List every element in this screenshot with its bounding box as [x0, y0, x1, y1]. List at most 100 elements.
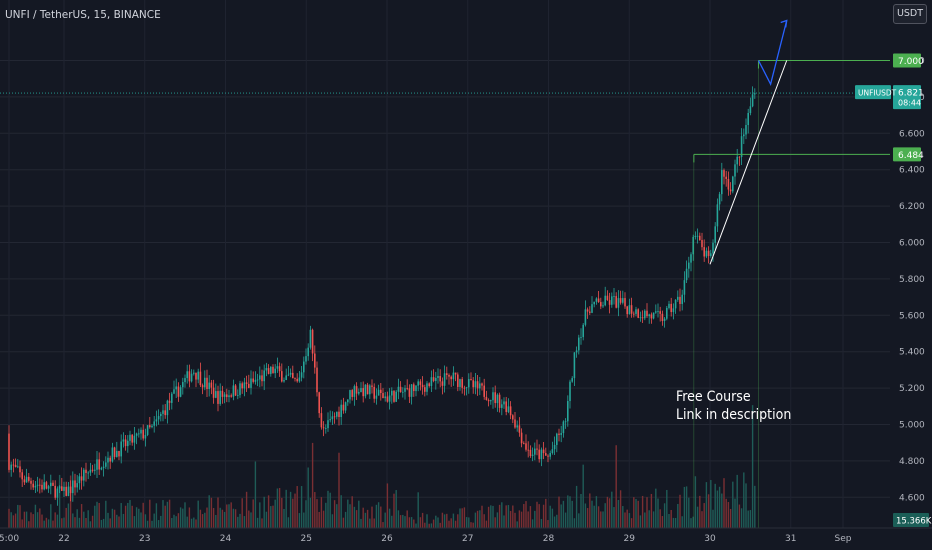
- candle-body: [120, 441, 122, 457]
- volume-bar: [333, 500, 336, 528]
- volume-bar: [353, 506, 356, 528]
- volume-bar: [19, 505, 21, 528]
- candle-body: [314, 353, 316, 368]
- volume-bar: [578, 513, 580, 528]
- candle-body: [408, 388, 411, 397]
- candle-body: [703, 247, 705, 257]
- volume-bar: [342, 517, 345, 528]
- candle-body: [648, 314, 650, 317]
- volume-bar: [50, 504, 52, 528]
- candle-body: [696, 235, 699, 237]
- volume-bar: [265, 511, 268, 528]
- candle-body: [157, 416, 160, 420]
- volume-bar: [736, 474, 738, 528]
- candle-body: [78, 476, 81, 484]
- candle-body: [582, 324, 584, 338]
- candle-body: [344, 402, 347, 411]
- candle-body: [76, 483, 78, 488]
- volume-bar: [39, 508, 41, 528]
- volume-bar: [402, 514, 404, 528]
- candle-body: [47, 486, 50, 489]
- volume-bar: [637, 500, 639, 528]
- candle-body: [248, 383, 250, 388]
- candle-body: [630, 305, 633, 314]
- candle-body: [600, 302, 602, 307]
- candle-body: [699, 235, 701, 241]
- candle-body: [338, 411, 340, 418]
- candle-body: [681, 294, 683, 304]
- volume-bar: [32, 514, 34, 528]
- volume-bar: [96, 501, 98, 528]
- candle-body: [353, 386, 356, 397]
- candle-body: [580, 337, 582, 338]
- candle-body: [463, 387, 466, 389]
- volume-bar: [514, 512, 516, 528]
- candle-body: [734, 164, 736, 177]
- candle-body: [384, 396, 386, 399]
- volume-bar: [292, 498, 294, 528]
- candle-body: [153, 421, 155, 426]
- volume-tag-label: 15.366K: [896, 517, 932, 527]
- time-axis: 5:00 22 23 24 25 26 27 28 29 30 31 Sep: [0, 527, 932, 544]
- volume-bar: [358, 500, 360, 528]
- volume-bar: [470, 522, 472, 528]
- candle-body: [292, 372, 294, 379]
- time-tick-label: Sep: [835, 534, 852, 544]
- volume-bar: [232, 508, 235, 528]
- volume-bar: [639, 515, 642, 528]
- volume-bar: [527, 511, 529, 528]
- candle-body: [690, 254, 692, 263]
- volume-bar: [248, 510, 250, 528]
- volume-bar: [393, 493, 395, 528]
- candle-body: [538, 449, 540, 460]
- candle-body: [694, 236, 697, 237]
- volume-bar: [360, 518, 362, 528]
- candle-body: [188, 371, 191, 382]
- volume-bar: [74, 517, 76, 528]
- price-tick-label: 6.200: [899, 202, 925, 212]
- volume-bar: [668, 513, 670, 528]
- candle-body: [175, 386, 177, 390]
- volume-bar: [465, 517, 468, 528]
- volume-bar: [151, 520, 153, 528]
- volume-bar: [593, 505, 595, 528]
- candle-body: [505, 401, 507, 412]
- candle-body: [54, 485, 56, 498]
- currency-button[interactable]: USDT: [893, 4, 927, 24]
- volume-bar: [166, 501, 169, 528]
- volume-bar: [369, 518, 371, 528]
- candle-body: [586, 309, 589, 312]
- candle-body: [67, 486, 70, 496]
- price-tick-label: 5.000: [899, 421, 925, 431]
- candle-body: [668, 303, 670, 308]
- volume-bar: [696, 506, 699, 528]
- volume-bar: [61, 518, 63, 528]
- volume-bar: [666, 489, 668, 528]
- volume-bar: [177, 513, 180, 528]
- volume-bar: [78, 517, 81, 528]
- volume-bar: [503, 515, 505, 528]
- volume-bar: [373, 518, 375, 528]
- candle-body: [135, 433, 138, 436]
- volume-bar: [212, 507, 215, 528]
- volume-bar: [624, 512, 626, 528]
- volume-bar: [85, 517, 87, 528]
- candle-body: [503, 401, 505, 405]
- candle-body: [276, 366, 279, 369]
- candle-body: [111, 447, 114, 462]
- candle-body: [457, 374, 459, 387]
- volume-bar: [109, 518, 111, 528]
- candle-body: [289, 372, 292, 375]
- volume-bar: [494, 517, 496, 528]
- candle-body: [745, 124, 747, 135]
- candle-body: [452, 372, 455, 380]
- candle-body: [421, 384, 424, 388]
- candle-body: [575, 350, 578, 353]
- candle-body: [296, 378, 298, 382]
- candle-body: [483, 385, 485, 397]
- candle-body: [184, 378, 186, 383]
- volume-bar: [23, 511, 26, 528]
- volume-bar: [25, 511, 28, 528]
- candle-body: [281, 371, 283, 382]
